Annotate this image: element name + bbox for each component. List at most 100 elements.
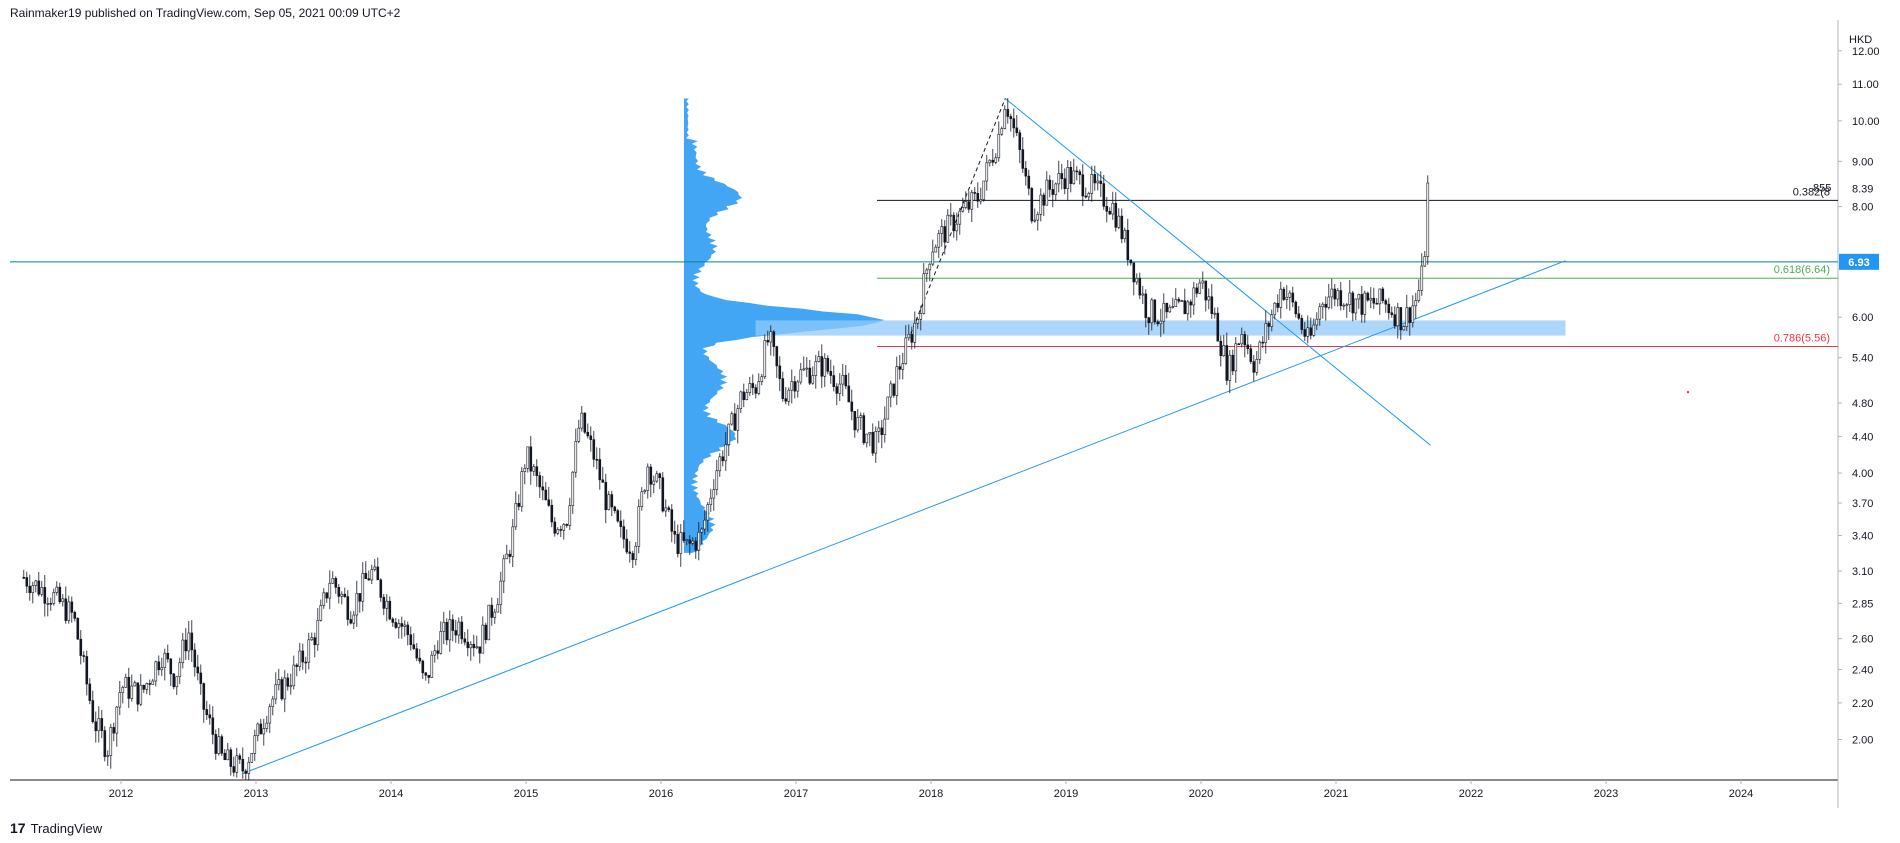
candle-body [1282, 288, 1286, 300]
candle-body [961, 207, 965, 212]
candle-body [853, 411, 857, 431]
candle-body [82, 655, 86, 657]
candle-body [1090, 174, 1094, 194]
candle-body [922, 273, 926, 314]
candle-body [1153, 299, 1157, 323]
candle-body [40, 587, 44, 595]
candle-body [202, 683, 206, 710]
candle-body [718, 456, 722, 472]
candle-body [580, 412, 584, 429]
candle-body [1321, 303, 1325, 308]
candle-body [1357, 294, 1361, 300]
candle-body [724, 444, 728, 462]
x-tick-label: 2012 [109, 788, 133, 800]
candle-body [376, 566, 380, 581]
candle-body [1234, 343, 1238, 372]
candle-body [265, 722, 269, 729]
candle-body [148, 683, 152, 685]
candle-body [70, 601, 74, 613]
candle-body [1414, 300, 1418, 307]
candle-body [1309, 327, 1313, 336]
candle-body [1015, 127, 1019, 134]
candle-body [514, 502, 518, 528]
candle-body [790, 381, 794, 391]
candle-body [766, 340, 770, 343]
candle-body [52, 592, 56, 604]
candle-body [1204, 280, 1208, 301]
candle-body [190, 632, 194, 651]
candle-body [136, 682, 140, 705]
candle-body [340, 593, 344, 597]
candle-body [565, 524, 569, 526]
candle-body [541, 486, 545, 491]
candle-body [715, 470, 719, 490]
candle-body [169, 658, 173, 675]
candle-body [175, 676, 179, 688]
candle-body [625, 538, 629, 553]
candle-body [1213, 312, 1217, 315]
candle-body [667, 507, 671, 510]
candle-body [145, 683, 149, 690]
candle-body [943, 226, 947, 243]
candle-body [802, 368, 806, 371]
marker-dot [1687, 391, 1689, 394]
candle-body [655, 473, 659, 482]
candle-body [268, 706, 272, 724]
candle-body [409, 634, 413, 645]
candle-body [262, 728, 266, 735]
candle-body [1096, 180, 1100, 184]
candle-body [1390, 312, 1394, 315]
candle-body [508, 553, 512, 557]
candle-body [37, 580, 41, 595]
candle-body [310, 637, 314, 641]
candle-body [538, 475, 542, 488]
candle-body [568, 505, 572, 526]
candle-body [1069, 167, 1073, 184]
candle-body [325, 592, 329, 599]
candle-body [1105, 206, 1109, 212]
candle-body [253, 735, 257, 754]
candle-body [835, 386, 839, 394]
current-price-label: 6.93 [1848, 257, 1869, 269]
candle-body [457, 621, 461, 636]
candle-body [1408, 307, 1412, 323]
candle-body [1126, 229, 1130, 261]
candle-body [856, 417, 860, 431]
candle-body [1417, 290, 1421, 301]
candle-body [1024, 168, 1028, 177]
candle-body [1039, 194, 1043, 215]
candle-body [385, 600, 389, 609]
candle-body [226, 749, 230, 761]
candle-body [796, 381, 800, 392]
candle-body [130, 685, 134, 699]
candle-body [658, 473, 662, 478]
candle-body [1330, 288, 1334, 298]
candle-body [1117, 215, 1121, 228]
candle-body [595, 459, 599, 461]
candle-body [184, 639, 188, 652]
x-tick-label: 2021 [1324, 788, 1348, 800]
candle-body [358, 593, 362, 602]
candle-body [280, 679, 284, 700]
candle-body [1036, 214, 1040, 221]
candle-body [334, 578, 338, 588]
candle-body [574, 440, 578, 473]
candle-body [34, 580, 38, 586]
candle-body [391, 618, 395, 623]
candle-body [433, 650, 437, 656]
candle-body [880, 427, 884, 435]
candle-body [1318, 306, 1322, 320]
candle-body [1354, 298, 1358, 314]
candle-body [1210, 296, 1214, 314]
candle-body [823, 357, 827, 377]
y-tick-label: 4.00 [1852, 468, 1873, 480]
candle-body [493, 611, 497, 618]
footer: 17 TradingView [10, 818, 102, 838]
candle-body [1174, 299, 1178, 307]
candle-body [307, 639, 311, 663]
candle-body [1393, 314, 1397, 327]
y-tick-label: 9.00 [1852, 156, 1873, 168]
candle-body [478, 646, 482, 654]
candle-body [1369, 297, 1373, 301]
